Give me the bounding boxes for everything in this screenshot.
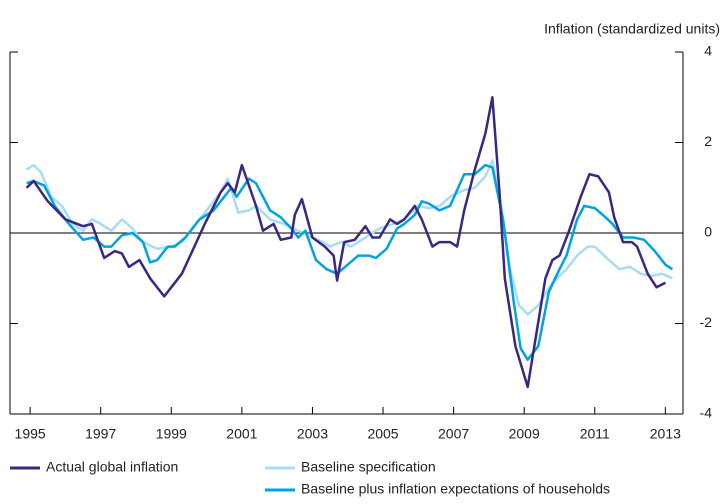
- x-tick-label: 2005: [367, 426, 398, 442]
- x-tick-label: 1999: [156, 426, 187, 442]
- y-tick-label: 0: [704, 224, 712, 240]
- y-tick-label: -2: [700, 314, 713, 330]
- y-tick-label: 4: [704, 43, 712, 59]
- x-tick-label: 2013: [650, 426, 681, 442]
- x-tick-label: 1995: [15, 426, 46, 442]
- x-tick-label: 1997: [85, 426, 116, 442]
- series-line: [25, 96, 666, 389]
- y-axis-label: Inflation (standardized units): [544, 21, 720, 37]
- x-tick-label: 2007: [438, 426, 469, 442]
- x-tick-label: 2003: [297, 426, 328, 442]
- legend-label: Actual global inflation: [46, 459, 178, 475]
- series-line: [25, 159, 673, 316]
- x-tick-label: 2011: [580, 426, 610, 442]
- series-line: [26, 163, 674, 361]
- legend-label: Baseline plus inflation expectations of …: [301, 481, 610, 497]
- y-tick-label: -4: [700, 405, 713, 421]
- x-tick-label: 2009: [509, 426, 540, 442]
- x-tick-label: 2001: [226, 426, 257, 442]
- legend-label: Baseline specification: [301, 459, 436, 475]
- y-tick-label: 2: [704, 133, 712, 149]
